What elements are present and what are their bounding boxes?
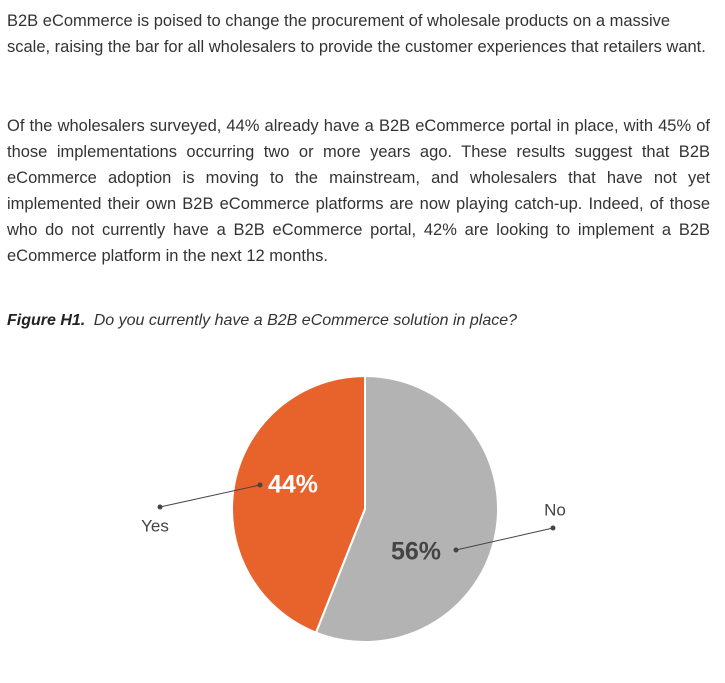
category-label: Yes [141,516,169,535]
paragraph: B2B eCommerce is poised to change the pr… [7,12,706,56]
leader-dot [550,525,556,531]
figure-caption: Figure H1. Do you currently have a B2B e… [7,312,517,330]
paragraph: Of the wholesalers surveyed, 44% already… [7,117,710,265]
leader-line [159,484,261,508]
pie-slice [231,374,366,634]
caption-text: Do you currently have a B2B eCommerce so… [93,312,518,329]
leader-dot [257,482,263,488]
leader-dot [157,504,163,510]
value-label: 56% [391,538,441,566]
value-label: 44% [268,471,318,499]
category-label: No [544,500,566,519]
pie-slice [314,374,499,643]
leader-dot [453,547,459,553]
leader-line [455,527,554,551]
figure-label: Figure H1. [7,312,86,329]
